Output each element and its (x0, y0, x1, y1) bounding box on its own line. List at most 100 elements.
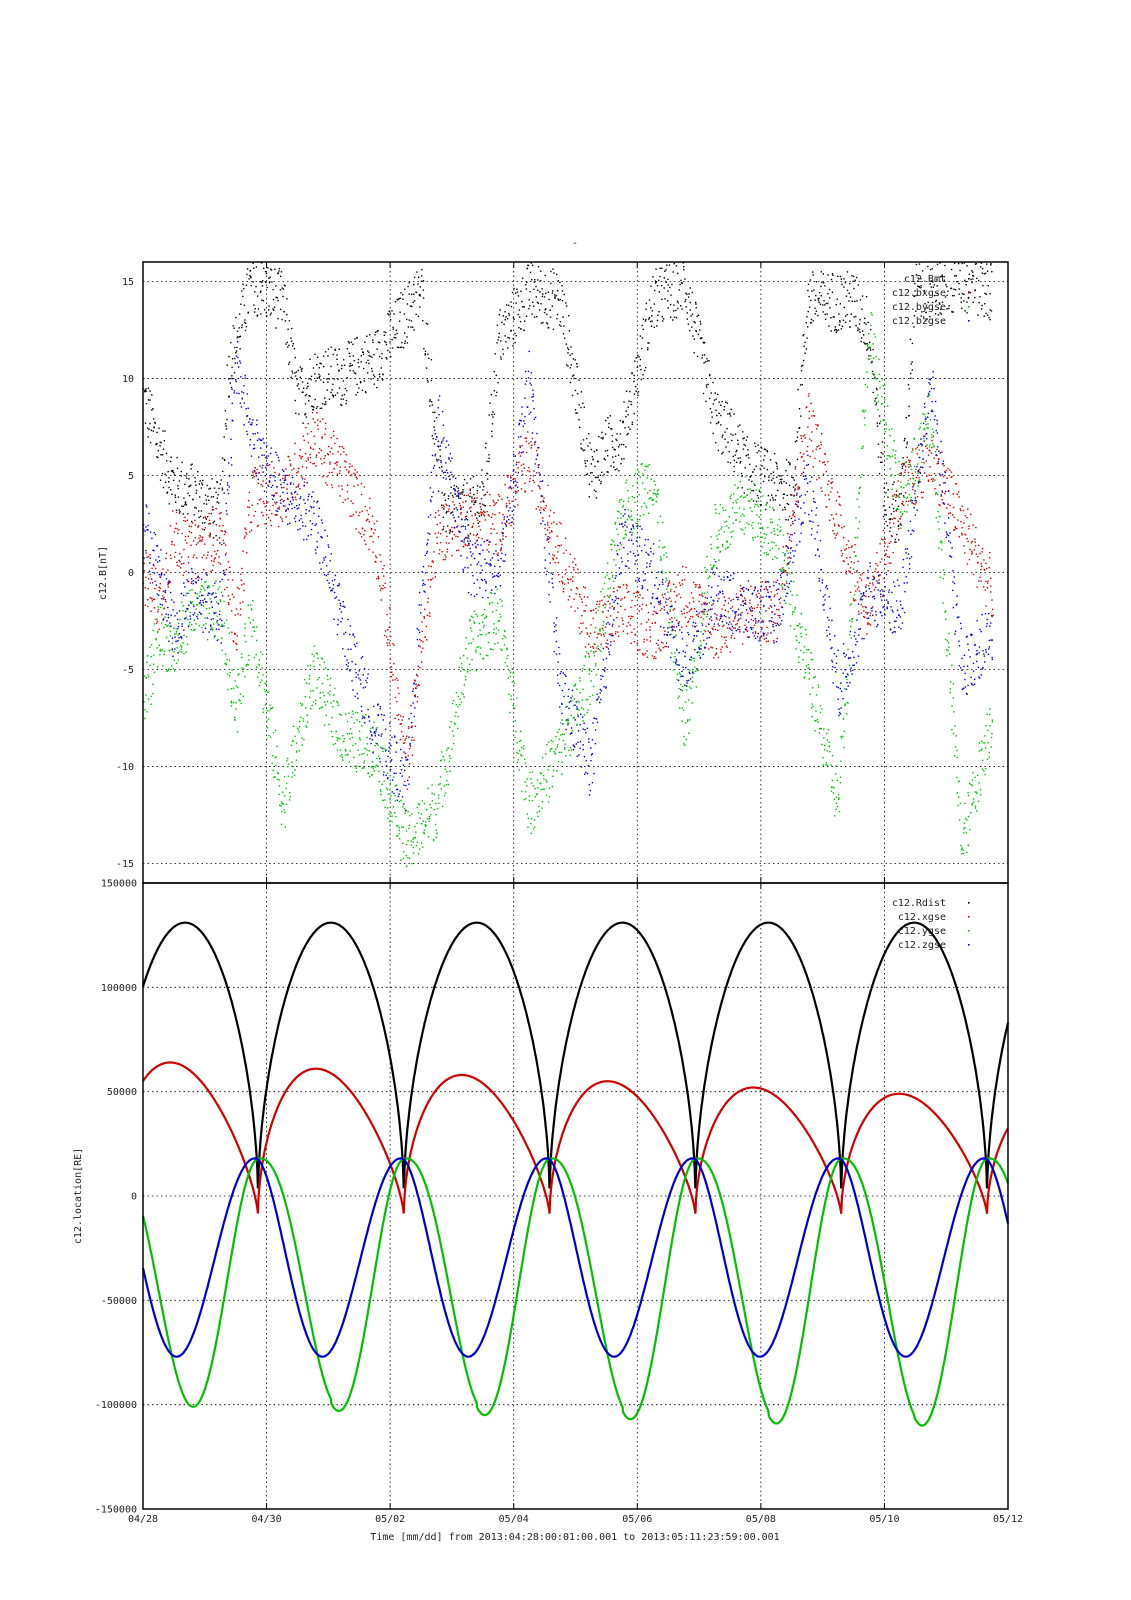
data-point (923, 290, 925, 292)
data-point (835, 304, 837, 306)
data-point (201, 626, 203, 629)
data-point (183, 634, 185, 636)
data-point (581, 707, 583, 709)
data-point (153, 623, 156, 625)
data-point (581, 601, 583, 603)
data-point (894, 517, 896, 520)
data-point (619, 433, 622, 435)
data-point (410, 840, 412, 842)
data-point (171, 642, 173, 644)
data-point (336, 363, 339, 366)
data-point (325, 482, 327, 484)
data-point (226, 658, 228, 661)
data-point (345, 713, 347, 715)
data-point (630, 515, 633, 517)
data-point (905, 461, 908, 463)
data-point (625, 534, 628, 536)
data-point (317, 419, 319, 421)
data-point (147, 698, 150, 700)
data-point (912, 503, 915, 505)
data-point (640, 378, 643, 381)
data-point (780, 475, 782, 477)
data-point (534, 796, 537, 798)
data-point (525, 798, 527, 800)
data-point (624, 537, 626, 539)
data-point (712, 628, 714, 630)
data-point (981, 272, 983, 274)
data-point (955, 483, 958, 485)
data-point (409, 305, 412, 307)
data-point (844, 315, 847, 317)
data-point (319, 664, 321, 666)
data-point (951, 311, 953, 313)
data-point (367, 519, 369, 521)
data-point (786, 582, 788, 584)
data-point (880, 595, 882, 598)
data-point (173, 531, 176, 533)
data-point (211, 594, 213, 596)
data-point (679, 675, 682, 678)
data-point (867, 348, 869, 350)
data-point (638, 518, 641, 521)
data-point (655, 493, 657, 496)
data-point (293, 348, 296, 350)
data-point (667, 598, 669, 601)
data-point (984, 589, 986, 591)
data-point (895, 490, 898, 493)
data-point (346, 720, 349, 723)
data-point (268, 277, 270, 279)
data-point (702, 613, 704, 615)
data-point (958, 496, 960, 498)
data-point (238, 327, 240, 329)
data-point (677, 272, 679, 275)
data-point (315, 703, 317, 705)
data-point (489, 602, 491, 604)
data-point (856, 571, 858, 573)
data-point (838, 503, 841, 505)
data-point (908, 388, 910, 390)
data-point (515, 292, 517, 294)
data-point (666, 556, 668, 558)
data-point (397, 687, 399, 689)
data-point (295, 371, 298, 373)
data-point (704, 354, 706, 356)
data-point (318, 448, 321, 450)
data-point (451, 730, 454, 732)
data-point (665, 633, 668, 636)
data-point (573, 716, 575, 719)
data-point (710, 564, 712, 566)
data-point (624, 427, 626, 429)
data-point (939, 303, 941, 305)
data-point (641, 608, 643, 610)
data-point (781, 572, 783, 575)
data-point (462, 484, 465, 486)
data-point (346, 484, 349, 486)
data-point (768, 476, 770, 478)
data-point (171, 665, 173, 667)
data-point (544, 309, 546, 311)
data-point (492, 416, 494, 418)
data-point (185, 504, 188, 506)
data-point (827, 274, 829, 276)
data-point (689, 301, 691, 304)
data-point (222, 539, 224, 542)
data-point (451, 702, 454, 705)
data-point (294, 372, 296, 374)
data-point (190, 582, 193, 585)
data-point (401, 346, 403, 348)
data-point (426, 809, 428, 811)
data-point (649, 640, 652, 642)
data-point (807, 310, 809, 313)
data-point (553, 555, 556, 557)
data-point (869, 612, 872, 614)
data-point (231, 579, 234, 581)
data-point (732, 434, 734, 436)
data-point (363, 534, 365, 536)
data-point (556, 746, 558, 748)
data-point (574, 683, 577, 685)
data-point (204, 516, 206, 518)
data-point (540, 772, 543, 775)
data-point (199, 539, 201, 541)
data-point (589, 703, 591, 705)
data-point (630, 615, 632, 617)
